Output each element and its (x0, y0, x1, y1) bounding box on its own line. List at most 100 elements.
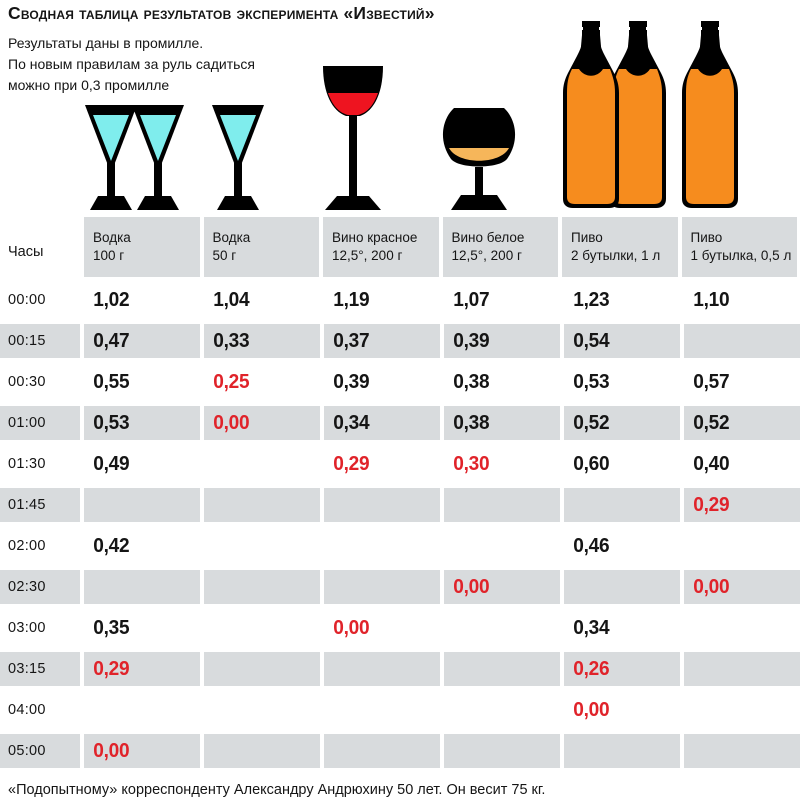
titles-block: Сводная таблица результатов эксперимента… (8, 3, 435, 96)
table-body: 00:00 1,02 1,04 1,19 1,07 1,23 1,10 00:15 0,47 0,… (0, 280, 800, 772)
value-cell (84, 570, 200, 604)
beer-bottle-icon (610, 21, 666, 208)
value-cell: 0,53 (84, 406, 200, 440)
permille-value: 0,39 (333, 370, 370, 393)
row-time: 04:00 (8, 702, 46, 718)
column-label-line2: 1 бутылка, 0,5 л (690, 247, 792, 263)
beer-bottle-icon (563, 21, 619, 208)
permille-value: 0,42 (93, 534, 130, 557)
permille-value: 0,29 (93, 657, 130, 680)
table-row: 00:15 0,47 0,33 0,37 0,39 0,54 (0, 321, 800, 362)
value-cell (324, 734, 440, 768)
column-label-line1: Вино красное (332, 230, 418, 245)
row-time: 01:30 (8, 456, 46, 472)
value-cell (204, 611, 320, 645)
column-header-2: Водка 50 г (203, 217, 319, 277)
row-time: 01:45 (0, 488, 80, 522)
value-cell (204, 447, 320, 481)
value-cell: 0,57 (684, 365, 800, 399)
column-label-line2: 12,5°, 200 г (332, 247, 403, 263)
value-cell: 0,37 (324, 324, 440, 358)
column-header-4: Вино белое 12,5°, 200 г (442, 217, 558, 277)
permille-value: 0,40 (693, 452, 730, 475)
value-cell (684, 734, 800, 768)
column-header-6: Пиво 1 бутылка, 0,5 л (681, 217, 797, 277)
value-cell: 1,04 (204, 283, 320, 317)
value-cell: 0,49 (84, 447, 200, 481)
beer-bottles-two-icon (559, 21, 670, 211)
table-header-row: Часы Водка 100 г Водка 50 г Вино красное 12,5… (0, 217, 800, 277)
permille-value: 0,49 (93, 452, 130, 475)
drink-icons-row (0, 21, 800, 211)
value-cell: 0,52 (564, 406, 680, 440)
row-time: 00:15 (0, 324, 80, 358)
subtitle-line: Результаты даны в промилле. (8, 35, 204, 51)
drink-icon-cell (323, 66, 439, 211)
column-label-line1: Водка (212, 230, 251, 245)
value-cell: 0,39 (324, 365, 440, 399)
value-cell (684, 529, 800, 563)
subtitle-line: можно при 0,3 промилле (8, 77, 170, 93)
permille-value: 1,04 (213, 288, 250, 311)
beer-bottle-icon (681, 21, 738, 208)
value-cell: 1,07 (444, 283, 560, 317)
vodka-glass-icon (211, 105, 264, 210)
value-cell (564, 734, 680, 768)
value-cell (684, 611, 800, 645)
value-cell: 1,19 (324, 283, 440, 317)
permille-value: 1,19 (333, 288, 370, 311)
header-section: Сводная таблица результатов эксперимента… (0, 0, 800, 213)
row-time: 05:00 (0, 734, 80, 768)
column-header-3: Вино красное 12,5°, 200 г (323, 217, 439, 277)
drink-icon-cell (681, 21, 798, 211)
row-time: 02:30 (0, 570, 80, 604)
permille-value: 0,00 (573, 698, 610, 721)
column-label-line2: 100 г (93, 247, 125, 263)
drink-icon-cell (442, 108, 559, 211)
value-cell (324, 570, 440, 604)
value-cell: 0,52 (684, 406, 800, 440)
value-cell (204, 570, 320, 604)
permille-value: 0,47 (93, 329, 130, 352)
value-cell (84, 693, 200, 727)
permille-value: 1,10 (693, 288, 730, 311)
permille-value: 1,07 (453, 288, 490, 311)
vodka-glass-icon (85, 105, 137, 210)
time-column-header: Часы (8, 244, 44, 260)
permille-value: 0,46 (573, 534, 610, 557)
value-cell: 0,55 (84, 365, 200, 399)
vodka-glass-icon (132, 105, 184, 210)
value-cell (564, 570, 680, 604)
value-cell (444, 693, 560, 727)
permille-value: 0,60 (573, 452, 610, 475)
permille-value: 0,53 (93, 411, 130, 434)
value-cell: 0,33 (204, 324, 320, 358)
value-cell: 0,38 (444, 365, 560, 399)
value-cell: 0,29 (84, 652, 200, 686)
drink-icon-cell (204, 105, 320, 211)
value-cell (444, 488, 560, 522)
drink-icon-cell (562, 21, 678, 211)
permille-value: 0,25 (213, 370, 250, 393)
table-row: 02:30 0,00 0,00 (0, 567, 800, 608)
permille-value: 0,52 (573, 411, 610, 434)
row-time: 00:30 (8, 374, 46, 390)
value-cell: 0,39 (444, 324, 560, 358)
value-cell (444, 529, 560, 563)
column-header-1: Водка 100 г (84, 217, 200, 277)
value-cell (564, 488, 680, 522)
value-cell: 0,00 (324, 611, 440, 645)
value-cell (204, 652, 320, 686)
value-cell (444, 611, 560, 645)
value-cell: 1,23 (564, 283, 680, 317)
permille-value: 0,52 (693, 411, 730, 434)
subtitle-line: По новым правилам за руль садиться (8, 56, 255, 72)
column-label-line1: Пиво (690, 230, 723, 245)
value-cell: 0,26 (564, 652, 680, 686)
row-time: 03:00 (8, 620, 46, 636)
permille-value: 1,23 (573, 288, 610, 311)
footnote: «Подопытному» корреспонденту Александру … (8, 782, 546, 798)
value-cell: 0,53 (564, 365, 680, 399)
permille-value: 0,33 (213, 329, 250, 352)
